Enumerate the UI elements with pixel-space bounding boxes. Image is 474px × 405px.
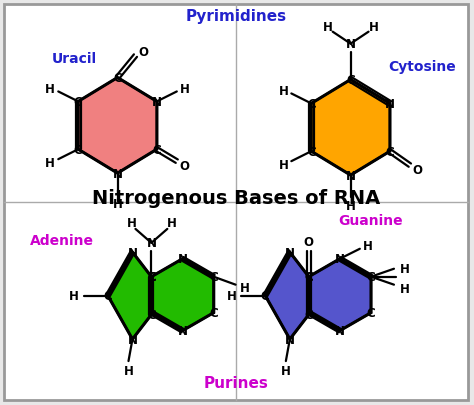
Text: C: C xyxy=(367,307,375,320)
Text: N: N xyxy=(335,253,345,266)
Polygon shape xyxy=(265,252,309,339)
Text: H: H xyxy=(346,200,356,213)
Text: H: H xyxy=(46,83,55,96)
Text: H: H xyxy=(400,282,410,295)
Text: Adenine: Adenine xyxy=(30,233,94,247)
Text: C: C xyxy=(210,271,218,284)
Text: N: N xyxy=(346,169,356,182)
Text: H: H xyxy=(323,21,333,34)
Text: C: C xyxy=(304,308,313,321)
Text: N: N xyxy=(346,38,356,51)
Text: O: O xyxy=(138,46,148,59)
Polygon shape xyxy=(311,80,390,176)
FancyBboxPatch shape xyxy=(4,5,468,400)
Text: H: H xyxy=(369,21,378,34)
Text: H: H xyxy=(400,262,410,275)
Text: Nitrogenous Bases of RNA: Nitrogenous Bases of RNA xyxy=(92,188,380,207)
Text: C: C xyxy=(307,145,316,158)
Text: C: C xyxy=(147,271,156,284)
Text: H: H xyxy=(278,158,288,171)
Text: N: N xyxy=(128,246,137,259)
Text: N: N xyxy=(128,333,137,346)
Text: N: N xyxy=(285,333,295,346)
Text: C: C xyxy=(74,143,82,156)
Text: Guanine: Guanine xyxy=(338,213,403,227)
Text: C: C xyxy=(307,98,316,111)
Text: H: H xyxy=(166,217,176,230)
Text: N: N xyxy=(385,98,395,111)
Polygon shape xyxy=(108,252,151,339)
Text: N: N xyxy=(178,253,188,266)
Text: H: H xyxy=(69,290,79,303)
Text: H: H xyxy=(46,156,55,169)
Text: C: C xyxy=(147,308,156,321)
Text: H: H xyxy=(278,85,288,98)
Text: C: C xyxy=(304,271,313,284)
Text: N: N xyxy=(335,324,345,337)
Text: C: C xyxy=(153,143,161,156)
Text: Purines: Purines xyxy=(204,375,268,390)
Text: C: C xyxy=(385,145,394,158)
Polygon shape xyxy=(309,259,371,331)
Text: C: C xyxy=(261,290,270,303)
Text: H: H xyxy=(281,364,291,377)
Text: C: C xyxy=(74,96,82,109)
Text: N: N xyxy=(146,237,156,250)
Text: H: H xyxy=(227,290,237,303)
Text: H: H xyxy=(124,364,133,377)
Text: C: C xyxy=(147,271,156,284)
Text: C: C xyxy=(304,271,313,284)
Text: C: C xyxy=(113,72,122,85)
Text: C: C xyxy=(210,307,218,320)
Text: Cytosine: Cytosine xyxy=(389,60,456,73)
Text: N: N xyxy=(178,324,188,337)
Text: N: N xyxy=(152,96,162,109)
Text: H: H xyxy=(127,217,137,230)
Text: H: H xyxy=(113,198,122,211)
Text: H: H xyxy=(180,83,190,96)
Text: H: H xyxy=(363,240,373,253)
Text: C: C xyxy=(103,290,112,303)
Text: H: H xyxy=(240,281,249,294)
Polygon shape xyxy=(151,259,214,331)
Text: Uracil: Uracil xyxy=(52,51,97,66)
Text: O: O xyxy=(180,159,190,172)
Polygon shape xyxy=(78,78,157,174)
Text: N: N xyxy=(112,167,123,180)
Text: Pyrimidines: Pyrimidines xyxy=(185,9,287,24)
Text: N: N xyxy=(285,246,295,259)
Text: O: O xyxy=(304,236,314,249)
Text: C: C xyxy=(346,74,355,87)
Text: C: C xyxy=(367,271,375,284)
Text: O: O xyxy=(413,163,423,176)
